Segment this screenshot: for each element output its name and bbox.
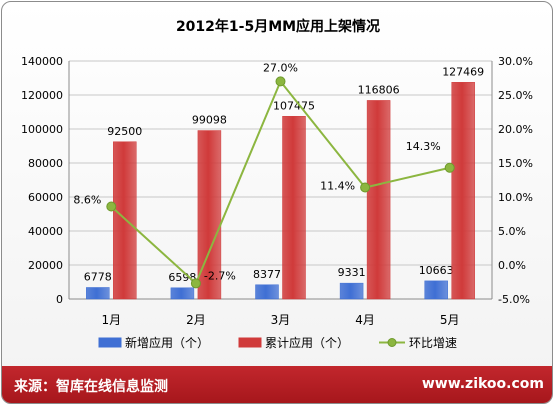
line-data-label: 27.0% <box>263 61 298 74</box>
line-point <box>360 182 371 193</box>
y-left-tick-label: 100000 <box>21 123 63 136</box>
bar-data-label: 99098 <box>192 114 227 127</box>
line-point <box>190 278 201 289</box>
y-right-tick-label: 20.0% <box>498 123 533 136</box>
bar <box>113 141 137 300</box>
legend-label: 新增应用（个） <box>125 335 209 350</box>
y-right-tick-label: 15.0% <box>498 157 533 170</box>
line-point <box>106 201 117 212</box>
bar <box>197 130 222 300</box>
bar-data-label: 10663 <box>419 264 454 277</box>
x-tick-label: 3月 <box>271 313 291 327</box>
bar-data-label: 6598 <box>168 271 196 284</box>
bar-data-label: 8377 <box>253 268 281 281</box>
line-data-label: 11.4% <box>320 179 355 192</box>
y-left-tick-label: 140000 <box>21 55 63 68</box>
bar <box>86 287 110 300</box>
line-data-label: 8.6% <box>73 194 101 207</box>
legend-label: 累计应用（个） <box>265 335 349 350</box>
bar <box>339 282 364 300</box>
source-text: 来源：智库在线信息监测 <box>14 379 168 395</box>
bar <box>255 284 279 300</box>
footer-bar: 来源：智库在线信息监测 www.zikoo.com <box>2 366 552 403</box>
bar-data-label: 9331 <box>338 266 366 279</box>
legend-item: 环比增速 <box>379 336 457 350</box>
bar-data-label: 92500 <box>107 125 142 138</box>
legend-swatch <box>238 337 262 348</box>
legend-item: 新增应用（个） <box>98 335 209 350</box>
legend: 新增应用（个） 累计应用（个） 环比增速 <box>98 335 457 350</box>
y-left-tick-label: 40000 <box>28 225 63 238</box>
plot-area: 0 20000 40000 60000 80000 100000 120000 140000 -… <box>21 55 533 327</box>
y-right-tick-label: 0.0% <box>498 259 526 272</box>
bar <box>170 287 195 300</box>
bar <box>282 116 306 300</box>
bar-data-label: 107475 <box>273 99 315 112</box>
line-data-label: 14.3% <box>406 140 441 153</box>
y-left-tick-label: 0 <box>56 293 63 306</box>
bar-data-label: 116806 <box>358 83 400 96</box>
y-right-tick-label: -5.0% <box>498 293 530 306</box>
x-tick-label: 2月 <box>186 313 206 327</box>
x-tick-label: 5月 <box>440 313 460 327</box>
line-point <box>275 76 286 87</box>
legend-label: 环比增速 <box>409 336 457 350</box>
y-left-tick-label: 120000 <box>21 89 63 102</box>
site-url: www.zikoo.com <box>421 376 544 392</box>
line-point <box>444 162 455 173</box>
y-right-tick-label: 25.0% <box>498 89 533 102</box>
y-left-tick-label: 60000 <box>28 191 63 204</box>
legend-marker <box>387 338 397 347</box>
chart-title: 2012年1-5月MM应用上架情况 <box>176 18 380 35</box>
y-right-tick-label: 5.0% <box>498 225 526 238</box>
bar-data-label: 127469 <box>442 65 484 78</box>
y-right-tick-label: 10.0% <box>498 191 533 204</box>
bar <box>366 100 391 300</box>
legend-item: 累计应用（个） <box>238 335 349 350</box>
bar-data-label: 6778 <box>84 270 112 283</box>
line-data-label: -2.7% <box>204 269 236 282</box>
legend-swatch <box>98 337 122 348</box>
y-left-tick-label: 20000 <box>28 259 63 272</box>
x-tick-label: 1月 <box>101 313 121 327</box>
chart-svg: 2012年1-5月MM应用上架情况 0 20000 40000 60000 80000 1… <box>21 18 533 350</box>
bar <box>424 280 448 300</box>
x-tick-label: 4月 <box>355 313 375 327</box>
bar <box>451 82 475 300</box>
y-left-tick-label: 80000 <box>28 157 63 170</box>
y-right-tick-label: 30.0% <box>498 55 533 68</box>
